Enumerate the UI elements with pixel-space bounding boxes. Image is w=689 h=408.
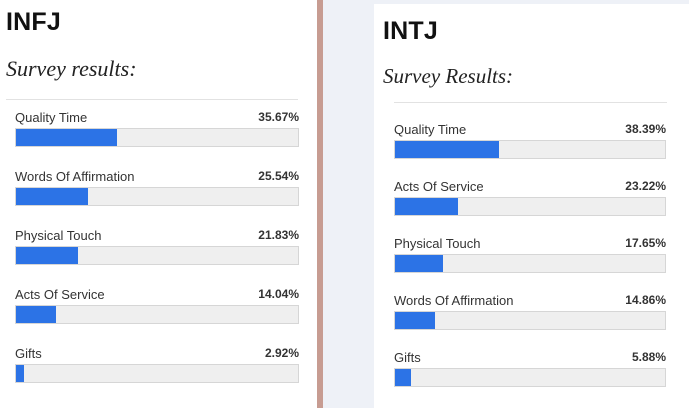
progress-bar xyxy=(394,311,666,330)
result-item-words-of-affirmation: Words Of Affirmation 25.54% xyxy=(15,169,299,209)
infj-survey-panel: INFJ Survey results: Quality Time 35.67%… xyxy=(0,0,311,408)
panel-divider xyxy=(317,0,323,408)
result-label: Physical Touch xyxy=(394,236,481,251)
result-label: Words Of Affirmation xyxy=(394,293,514,308)
panel-title: INTJ xyxy=(383,17,438,45)
progress-fill xyxy=(16,306,56,323)
result-percent: 23.22% xyxy=(625,179,666,193)
result-item-acts-of-service: Acts Of Service 23.22% xyxy=(394,179,666,219)
progress-fill xyxy=(16,247,78,264)
progress-fill xyxy=(16,129,117,146)
result-label: Gifts xyxy=(394,350,421,365)
result-percent: 2.92% xyxy=(264,346,299,360)
result-percent: 14.04% xyxy=(258,287,299,301)
result-item-gifts: Gifts 5.88% xyxy=(394,350,666,390)
result-label: Quality Time xyxy=(15,110,88,125)
panel-subtitle: Survey Results: xyxy=(383,64,514,88)
progress-fill xyxy=(16,188,89,205)
progress-fill xyxy=(395,198,458,215)
result-percent: 25.54% xyxy=(258,169,299,183)
result-percent: 38.39% xyxy=(625,122,666,136)
result-item-words-of-affirmation: Words Of Affirmation 14.86% xyxy=(394,293,666,333)
result-percent: 35.67% xyxy=(258,110,299,124)
result-item-gifts: Gifts 2.92% xyxy=(15,346,299,386)
result-label: Acts Of Service xyxy=(394,179,484,194)
intj-survey-panel: INTJ Survey Results: Quality Time 38.39%… xyxy=(374,4,689,408)
progress-bar xyxy=(15,305,299,324)
result-item-quality-time: Quality Time 35.67% xyxy=(15,110,299,150)
progress-bar xyxy=(15,128,299,147)
progress-fill xyxy=(395,369,411,386)
result-label: Gifts xyxy=(15,346,42,361)
progress-fill xyxy=(395,255,443,272)
result-percent: 17.65% xyxy=(625,236,666,250)
result-item-quality-time: Quality Time 38.39% xyxy=(394,122,666,162)
progress-bar xyxy=(394,140,666,159)
result-label: Physical Touch xyxy=(15,228,102,243)
subtitle-divider xyxy=(394,102,667,103)
result-label: Words Of Affirmation xyxy=(15,169,135,184)
progress-bar xyxy=(15,187,299,206)
result-percent: 21.83% xyxy=(258,228,299,242)
progress-bar xyxy=(394,197,666,216)
result-percent: 5.88% xyxy=(631,350,666,364)
progress-bar xyxy=(394,254,666,273)
panel-subtitle: Survey results: xyxy=(6,56,137,81)
result-item-physical-touch: Physical Touch 17.65% xyxy=(394,236,666,276)
result-label: Acts Of Service xyxy=(15,287,105,302)
progress-bar xyxy=(15,364,299,383)
result-item-physical-touch: Physical Touch 21.83% xyxy=(15,228,299,268)
subtitle-divider xyxy=(6,99,298,100)
panel-title: INFJ xyxy=(6,8,61,36)
progress-fill xyxy=(395,141,499,158)
progress-fill xyxy=(16,365,25,382)
progress-bar xyxy=(15,246,299,265)
progress-fill xyxy=(395,312,436,329)
progress-bar xyxy=(394,368,666,387)
result-label: Quality Time xyxy=(394,122,467,137)
result-item-acts-of-service: Acts Of Service 14.04% xyxy=(15,287,299,327)
result-percent: 14.86% xyxy=(625,293,666,307)
